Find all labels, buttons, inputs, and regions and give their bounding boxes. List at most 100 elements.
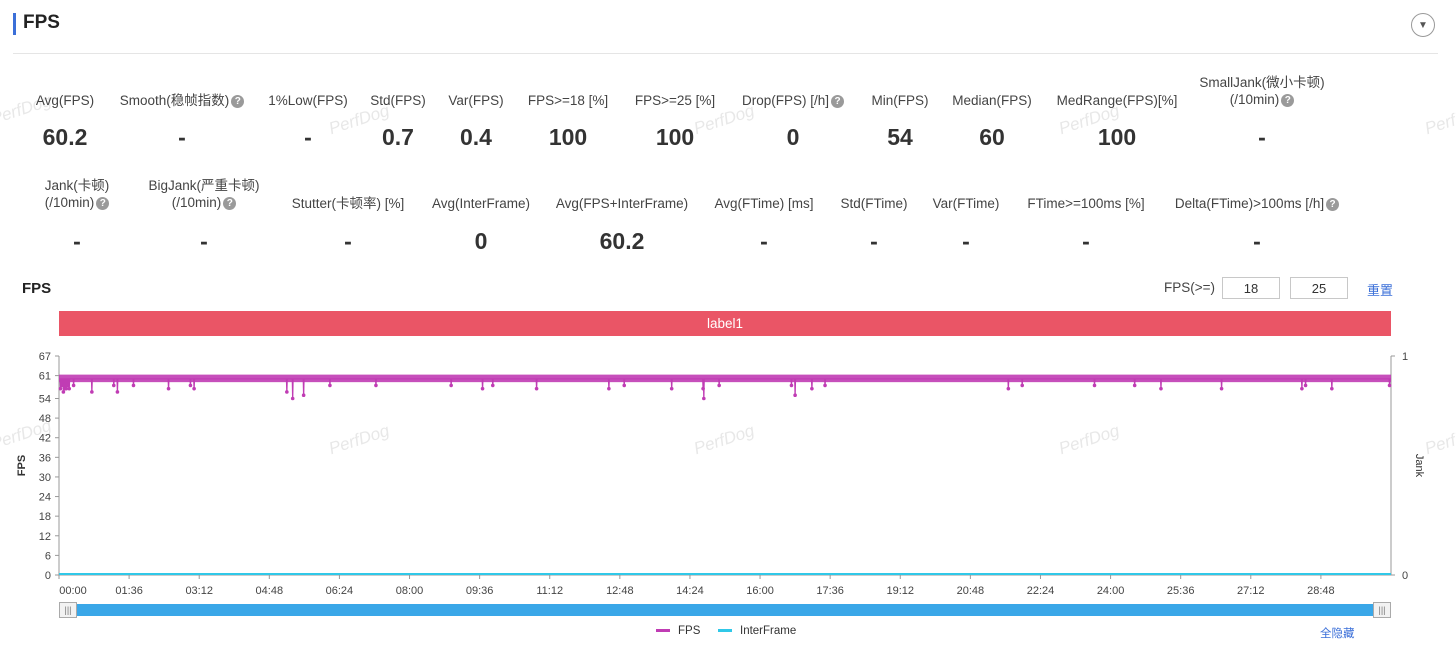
fps-dip-point (1387, 383, 1392, 388)
metric-cell: FPS>=18 [%] 100 (521, 92, 616, 154)
metric-label-text: MedRange(FPS)[%] (1056, 93, 1178, 108)
x-tick-label: 14:24 (676, 585, 704, 597)
metric-label-text: FTime>=100ms [%] (1027, 196, 1145, 211)
metric-value: 0.7 (382, 124, 414, 150)
legend-fps-swatch (656, 629, 670, 633)
metric-label: Avg(InterFrame) (426, 195, 536, 212)
slider-left-handle[interactable]: ||| (59, 602, 77, 618)
question-circle-icon[interactable]: ? (223, 196, 237, 210)
fps-dip-point (669, 386, 674, 391)
metric-cell: Std(FTime) - (834, 195, 914, 258)
metric-cell: Avg(FTime) [ms] - (707, 195, 822, 258)
fps-dip-point (534, 386, 539, 391)
metric-value: 60 (979, 124, 1005, 150)
metric-label-text: SmallJank(微小卡顿) (1199, 75, 1325, 90)
metric-label-text: FPS>=18 [%] (527, 93, 609, 108)
metric-label-text: Median(FPS) (952, 93, 1032, 108)
fps-dip-point (290, 396, 295, 401)
metric-label-text: Delta(FTime)>100ms [/h] (1174, 196, 1325, 211)
metric-label: Delta(FTime)>100ms [/h]? (1167, 195, 1347, 212)
metric-value: - (73, 228, 81, 254)
fps-dip-point (449, 383, 453, 388)
reset-button[interactable]: 重置 (1367, 283, 1394, 298)
metric-label-text: Stutter(卡顿率) [%] (291, 196, 405, 211)
slider-right-handle[interactable]: ||| (1373, 602, 1391, 618)
metric-value: 100 (1097, 124, 1137, 150)
question-circle-icon[interactable]: ? (1326, 197, 1340, 211)
metric-label: Stutter(卡顿率) [%] (283, 195, 413, 212)
metric-label: Avg(FPS) (20, 92, 110, 109)
fps-dip-point (1092, 383, 1097, 388)
metric-label: Median(FPS) (947, 92, 1037, 109)
y-axis-title: FPS (16, 455, 28, 476)
metric-cell: MedRange(FPS)[%] 100 (1052, 92, 1182, 154)
threshold-input-1[interactable] (1222, 277, 1280, 299)
fps-dip-point (188, 383, 193, 388)
metric-value: - (304, 124, 312, 150)
metric-label: Smooth(稳帧指数)? (115, 92, 250, 109)
metric-label-text: 1%Low(FPS) (268, 93, 348, 108)
fps-dip-point (65, 383, 70, 388)
metric-cell: Var(FPS) 0.4 (441, 92, 511, 154)
fps-dip-point (374, 383, 378, 388)
question-circle-icon[interactable]: ? (1281, 93, 1295, 107)
fps-dip-point (717, 383, 721, 388)
fps-dip-point (90, 390, 94, 394)
metric-label: FTime>=100ms [%] (1019, 195, 1154, 212)
metric-value: 60.2 (42, 124, 88, 150)
metric-label: Var(FPS) (441, 92, 511, 109)
metric-value: - (962, 228, 970, 254)
metric-value: - (178, 124, 186, 150)
metric-value: 100 (655, 124, 695, 150)
metric-cell: FPS>=25 [%] 100 (625, 92, 725, 154)
legend-item-fps[interactable]: FPS (656, 625, 700, 637)
metric-value: 100 (548, 124, 588, 150)
x-tick-label: 27:12 (1237, 585, 1265, 597)
metric-label-text: FPS>=25 [%] (634, 93, 716, 108)
hide-all-button[interactable]: 全隐藏 (1320, 628, 1355, 640)
x-tick-label: 11:12 (536, 585, 563, 597)
x-tick-label: 22:24 (1027, 585, 1055, 597)
metric-value: 0 (474, 228, 488, 254)
y-tick-label: 48 (39, 413, 51, 425)
metric-label: Jank(卡顿) (/10min)? (27, 177, 127, 211)
metric-cell: Var(FTime) - (926, 195, 1006, 258)
fps-dip-point (1159, 386, 1163, 391)
fps-dip-point (328, 383, 332, 388)
metric-value: - (1258, 124, 1266, 150)
chevron-down-icon[interactable]: ▼ (1411, 13, 1435, 37)
metric-cell: 1%Low(FPS) - (263, 92, 353, 154)
metric-label-text: Var(FPS) (448, 93, 504, 108)
x-tick-label: 19:12 (886, 585, 914, 597)
metric-cell: SmallJank(微小卡顿) (/10min)? - (1192, 74, 1332, 154)
y-tick-label: 67 (39, 351, 51, 363)
metric-label-text: Std(FTime) (840, 196, 908, 211)
x-tick-label: 01:36 (115, 585, 143, 597)
y-tick-label: 0 (45, 570, 51, 582)
fps-dip-point (131, 383, 136, 388)
metric-label: 1%Low(FPS) (263, 92, 353, 109)
x-tick-label: 24:00 (1097, 585, 1125, 597)
fps-dip-point (192, 386, 196, 391)
fps-dip-point (64, 386, 69, 391)
metric-label: BigJank(严重卡顿) (/10min)? (142, 177, 267, 211)
legend-item-interframe[interactable]: InterFrame (718, 625, 796, 637)
question-circle-icon[interactable]: ? (96, 196, 110, 210)
legend-interframe-label: InterFrame (740, 625, 797, 637)
metric-value: 54 (887, 124, 913, 150)
metric-value: 60.2 (599, 228, 645, 254)
x-tick-label: 28:48 (1307, 585, 1335, 597)
threshold-input-2[interactable] (1290, 277, 1348, 299)
metric-label: Std(FPS) (363, 92, 433, 109)
question-circle-icon[interactable]: ? (231, 94, 245, 108)
label-band[interactable]: label1 (59, 311, 1391, 336)
metric-cell: BigJank(严重卡顿) (/10min)? - (142, 177, 267, 258)
time-range-slider[interactable]: ||| ||| (59, 602, 1391, 618)
slider-track[interactable] (67, 604, 1383, 616)
watermark: PerfDog (1422, 100, 1456, 139)
x-tick-label: 17:36 (816, 585, 844, 597)
fps-dip-point (61, 390, 66, 394)
fps-dip-point (622, 383, 627, 388)
fps-dip-point (71, 383, 76, 388)
question-circle-icon[interactable]: ? (831, 94, 845, 108)
